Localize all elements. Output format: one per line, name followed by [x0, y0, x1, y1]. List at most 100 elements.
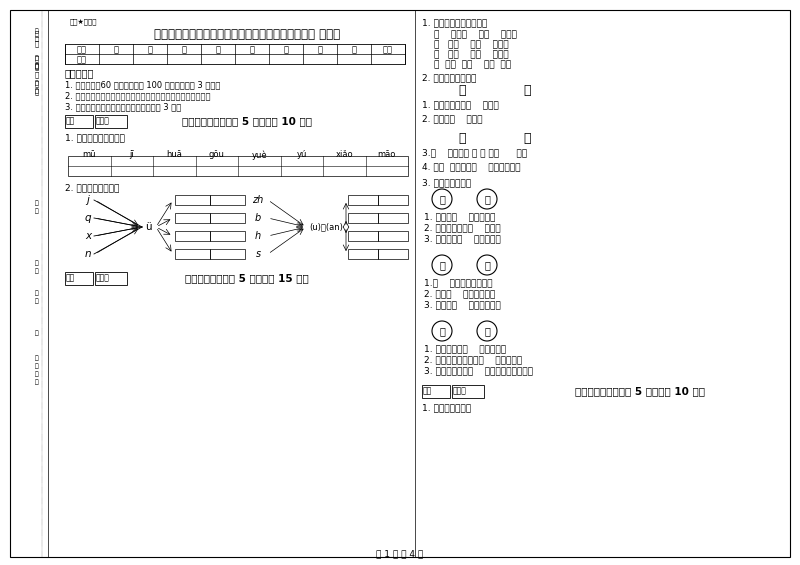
Text: 3. 我会选字填空。: 3. 我会选字填空。 — [422, 178, 471, 187]
Text: 班: 班 — [35, 80, 39, 86]
Bar — [175, 231, 210, 241]
Text: 班: 班 — [35, 290, 39, 295]
Bar — [378, 249, 408, 259]
Text: 学: 学 — [35, 260, 39, 266]
Text: 1.（    ）上开满了鲜花。: 1.（ ）上开满了鲜花。 — [424, 278, 493, 287]
Text: 进: 进 — [484, 194, 490, 204]
Text: 三: 三 — [439, 260, 445, 270]
Text: 校: 校 — [35, 268, 39, 273]
Text: 八: 八 — [351, 45, 357, 54]
Text: 2. 老师让小明把古诗（    ）读一遍。: 2. 老师让小明把古诗（ ）读一遍。 — [424, 355, 522, 364]
Text: 级: 级 — [35, 298, 39, 303]
Bar — [210, 213, 245, 223]
Text: 二: 二 — [147, 45, 153, 54]
Text: 级: 级 — [35, 88, 39, 94]
Bar — [452, 385, 484, 398]
Text: 四: 四 — [215, 45, 221, 54]
Bar — [65, 115, 93, 128]
Text: yuè: yuè — [251, 150, 267, 159]
Text: (u)－(an): (u)－(an) — [309, 223, 343, 232]
Text: 二、填空题（每题 5 分，共计 15 分）: 二、填空题（每题 5 分，共计 15 分） — [185, 273, 309, 283]
Text: 第 1 页 共 4 页: 第 1 页 共 4 页 — [376, 549, 424, 558]
Text: ü: ü — [145, 222, 151, 232]
Bar — [348, 213, 378, 223]
Text: 1. 小熊一家住（    ）山洞里。: 1. 小熊一家住（ ）山洞里。 — [424, 344, 506, 353]
Text: 五: 五 — [250, 45, 254, 54]
Text: 三: 三 — [182, 45, 186, 54]
Bar — [210, 231, 245, 241]
Text: zh: zh — [252, 195, 264, 205]
Text: 得分: 得分 — [66, 273, 75, 282]
Text: 一、拼音部分（每题 5 分，共计 10 分）: 一、拼音部分（每题 5 分，共计 10 分） — [182, 116, 312, 126]
Text: 姓: 姓 — [35, 55, 39, 60]
Bar — [95, 115, 127, 128]
Text: 字: 字 — [35, 28, 39, 33]
Bar — [348, 249, 378, 259]
Bar — [378, 231, 408, 241]
Text: 八: 八 — [523, 84, 530, 97]
Text: （: （ — [35, 355, 39, 360]
Bar — [175, 195, 210, 205]
Bar — [348, 195, 378, 205]
Text: 三、识字写字（每题 5 分，共计 10 分）: 三、识字写字（每题 5 分，共计 10 分） — [575, 386, 705, 396]
Text: 得分: 得分 — [66, 116, 75, 125]
Bar — [378, 213, 408, 223]
Text: 粘: 粘 — [35, 363, 39, 368]
Text: 班: 班 — [35, 80, 39, 85]
Text: 烟   村（    ）（    ）家。: 烟 村（ ）（ ）家。 — [434, 40, 509, 49]
Text: 贴: 贴 — [35, 371, 39, 377]
Text: 再: 再 — [484, 326, 490, 336]
Text: 不: 不 — [35, 208, 39, 214]
Text: 一: 一 — [114, 45, 118, 54]
Text: 1. 考试时间：60 分钟，满分为 100 分（含卷面分 3 分）。: 1. 考试时间：60 分钟，满分为 100 分（含卷面分 3 分）。 — [65, 80, 220, 89]
Text: 内: 内 — [35, 200, 39, 206]
Text: 天: 天 — [458, 132, 466, 145]
Text: huā: huā — [166, 150, 182, 159]
Text: j: j — [86, 195, 90, 205]
Text: 1. 我会把音节写漂亮。: 1. 我会把音节写漂亮。 — [65, 133, 125, 142]
Text: 姓: 姓 — [35, 62, 39, 68]
Text: 题库★自用版: 题库★自用版 — [70, 18, 98, 25]
Text: 1. 我会按课文内容填空。: 1. 我会按课文内容填空。 — [422, 18, 487, 27]
Text: 条: 条 — [35, 40, 39, 46]
Text: 4. 明（  ）老师请（    ）家吃水果。: 4. 明（ ）老师请（ ）家吃水果。 — [422, 162, 521, 171]
Text: 名: 名 — [35, 71, 39, 77]
Text: b: b — [255, 213, 261, 223]
Text: 2. 我有（    ）个好朋友。: 2. 我有（ ）个好朋友。 — [424, 289, 495, 298]
Bar — [422, 385, 450, 398]
Text: 山: 山 — [484, 260, 490, 270]
Text: 名: 名 — [35, 63, 39, 68]
Text: 台州市实验小学一年级语文上学期全真模拟考试试卷 附答案: 台州市实验小学一年级语文上学期全真模拟考试试卷 附答案 — [154, 28, 340, 41]
Text: h: h — [255, 231, 261, 241]
Text: 1. 我们来自四面（    ）方。: 1. 我们来自四面（ ）方。 — [422, 100, 498, 109]
Text: 级: 级 — [35, 88, 39, 94]
Text: 评卷人: 评卷人 — [96, 116, 110, 125]
Text: 在: 在 — [439, 326, 445, 336]
Text: 3. 不要在试卷上乱写乱画，卷面不整洁扣 3 分。: 3. 不要在试卷上乱写乱画，卷面不整洁扣 3 分。 — [65, 102, 182, 111]
Text: 评卷人: 评卷人 — [453, 386, 467, 395]
Text: 考试须知：: 考试须知： — [65, 68, 94, 78]
Text: n: n — [85, 249, 91, 259]
Bar — [378, 195, 408, 205]
Text: 题号: 题号 — [77, 45, 87, 54]
Text: 七: 七 — [318, 45, 322, 54]
Text: xiǎo: xiǎo — [335, 150, 353, 159]
Text: 得分: 得分 — [77, 55, 87, 64]
Text: 多: 多 — [35, 330, 39, 336]
Text: 1. 看拼音写词语。: 1. 看拼音写词语。 — [422, 403, 471, 412]
Text: 入: 入 — [458, 84, 466, 97]
Text: 3. 老师告诉我们（    ）家要走注意安全。: 3. 老师告诉我们（ ）家要走注意安全。 — [424, 366, 533, 375]
Bar — [175, 213, 210, 223]
Bar — [65, 44, 405, 64]
Text: 总分: 总分 — [383, 45, 393, 54]
Text: ）: ） — [35, 379, 39, 385]
Text: mū: mū — [82, 150, 96, 159]
Bar — [68, 156, 408, 176]
Text: 2. 请首先按要求在试卷的指定位置填写您的姓名、班级、学号。: 2. 请首先按要求在试卷的指定位置填写您的姓名、班级、学号。 — [65, 91, 210, 100]
Text: 评卷人: 评卷人 — [96, 273, 110, 282]
Text: x: x — [85, 231, 91, 241]
Text: 得分: 得分 — [423, 386, 432, 395]
Text: 2. 这里是（    ）口。: 2. 这里是（ ）口。 — [422, 114, 482, 123]
Bar — [210, 195, 245, 205]
Text: 六: 六 — [283, 45, 289, 54]
